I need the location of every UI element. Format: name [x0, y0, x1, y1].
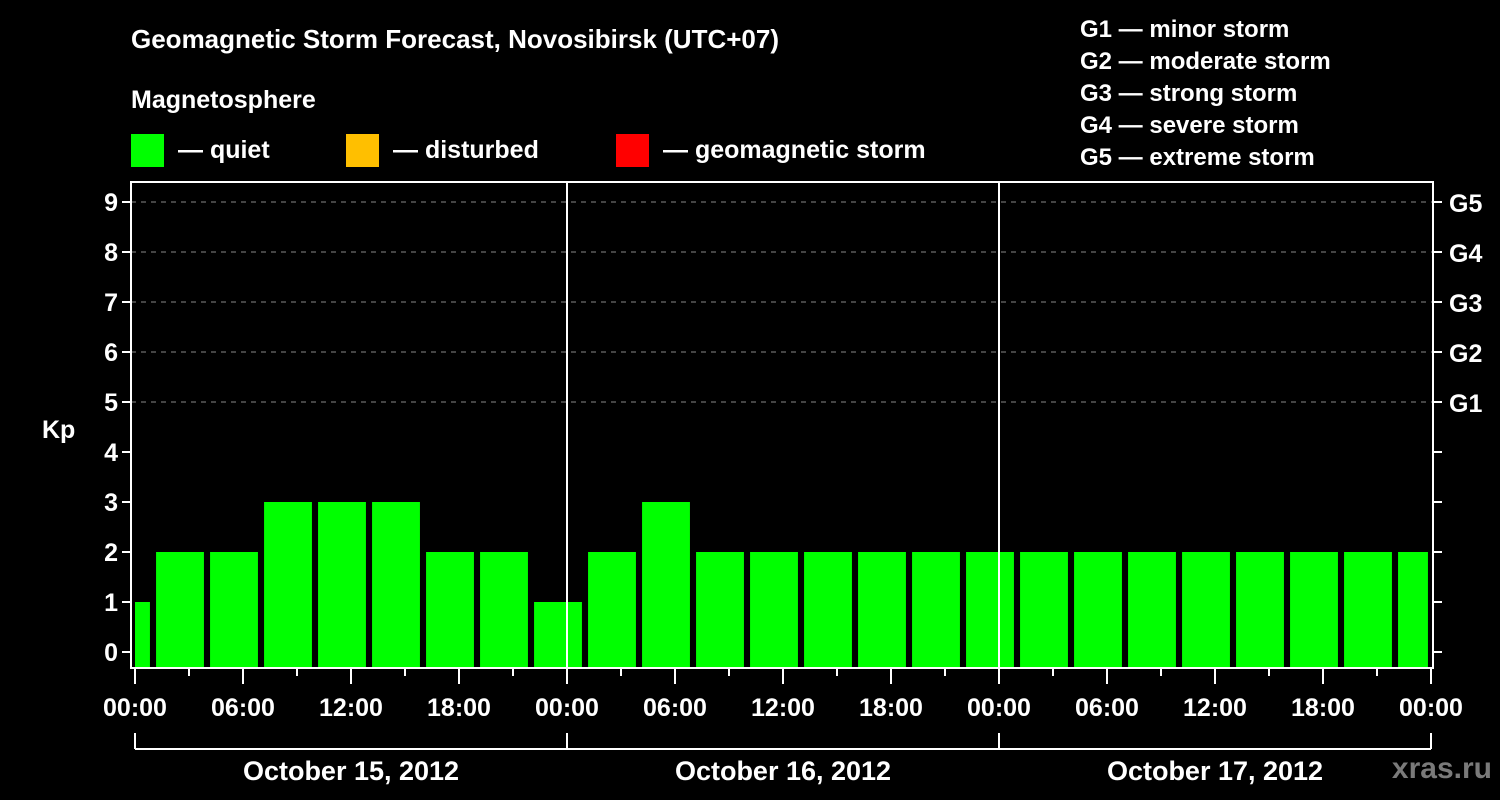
kp-bar	[156, 552, 204, 668]
watermark: xras.ru	[1391, 752, 1492, 785]
y-tick-label: 0	[104, 639, 118, 667]
kp-bar	[135, 602, 150, 668]
kp-bar	[210, 552, 258, 668]
x-tick-label: 06:00	[1075, 694, 1139, 722]
kp-bar	[318, 502, 366, 668]
day-label: October 15, 2012	[243, 756, 459, 786]
kp-bar	[1074, 552, 1122, 668]
kp-bar	[804, 552, 852, 668]
legend-quiet-label: — quiet	[178, 136, 270, 164]
kp-bar	[750, 552, 798, 668]
legend-quiet: — quiet	[131, 134, 270, 167]
kp-bar	[642, 502, 690, 668]
quiet-swatch	[131, 134, 164, 167]
g-level-label: G3	[1449, 290, 1482, 318]
kp-bar	[966, 552, 1014, 668]
storm-swatch	[616, 134, 649, 167]
legend-storm-label: — geomagnetic storm	[663, 136, 926, 164]
y-tick-label: 2	[104, 539, 118, 567]
y-tick-label: 5	[104, 389, 118, 417]
g-level-label: G4	[1449, 240, 1482, 268]
kp-bar	[1344, 552, 1392, 668]
g3-legend: G3 — strong storm	[1080, 80, 1298, 107]
day-label: October 16, 2012	[675, 756, 891, 786]
x-tick-label: 18:00	[427, 694, 491, 722]
g2-legend: G2 — moderate storm	[1080, 48, 1331, 75]
x-tick-label: 18:00	[1291, 694, 1355, 722]
x-tick-label: 00:00	[967, 694, 1031, 722]
kp-bar	[1236, 552, 1284, 668]
g4-legend: G4 — severe storm	[1080, 112, 1299, 139]
kp-bar	[1290, 552, 1338, 668]
g-level-label: G1	[1449, 390, 1482, 418]
y-tick-label: 1	[104, 589, 118, 617]
x-tick-label: 00:00	[1399, 694, 1463, 722]
g-level-label: G2	[1449, 340, 1482, 368]
kp-bar	[588, 552, 636, 668]
y-axis-label: Kp	[42, 416, 75, 444]
x-tick-label: 18:00	[859, 694, 923, 722]
y-tick-label: 3	[104, 489, 118, 517]
y-tick-label: 6	[104, 339, 118, 367]
kp-bar	[1182, 552, 1230, 668]
kp-bar	[264, 502, 312, 668]
kp-bar	[912, 552, 960, 668]
x-tick-label: 00:00	[103, 694, 167, 722]
magnetosphere-heading: Magnetosphere	[131, 86, 316, 114]
y-tick-label: 9	[104, 189, 118, 217]
day-label: October 17, 2012	[1107, 756, 1323, 786]
g5-legend: G5 — extreme storm	[1080, 144, 1315, 171]
g-scale-legend: G1 — minor storm G2 — moderate storm G3 …	[1080, 14, 1331, 174]
kp-bar	[1398, 552, 1428, 668]
x-tick-label: 12:00	[319, 694, 383, 722]
kp-bar	[426, 552, 474, 668]
kp-bar	[534, 602, 582, 668]
y-tick-label: 8	[104, 239, 118, 267]
kp-bar	[1020, 552, 1068, 668]
legend-storm: — geomagnetic storm	[616, 134, 926, 167]
y-tick-label: 7	[104, 289, 118, 317]
kp-bar	[858, 552, 906, 668]
kp-bar	[696, 552, 744, 668]
x-tick-label: 12:00	[1183, 694, 1247, 722]
kp-bar	[372, 502, 420, 668]
g1-legend: G1 — minor storm	[1080, 16, 1290, 43]
disturbed-swatch	[346, 134, 379, 167]
y-tick-label: 4	[104, 439, 118, 467]
g-level-label: G5	[1449, 190, 1482, 218]
x-tick-label: 00:00	[535, 694, 599, 722]
x-tick-label: 12:00	[751, 694, 815, 722]
chart-title: Geomagnetic Storm Forecast, Novosibirsk …	[131, 24, 780, 54]
legend-disturbed-label: — disturbed	[393, 136, 539, 164]
x-tick-label: 06:00	[211, 694, 275, 722]
kp-bar	[1128, 552, 1176, 668]
kp-bar	[480, 552, 528, 668]
legend-disturbed: — disturbed	[346, 134, 539, 167]
x-tick-label: 06:00	[643, 694, 707, 722]
